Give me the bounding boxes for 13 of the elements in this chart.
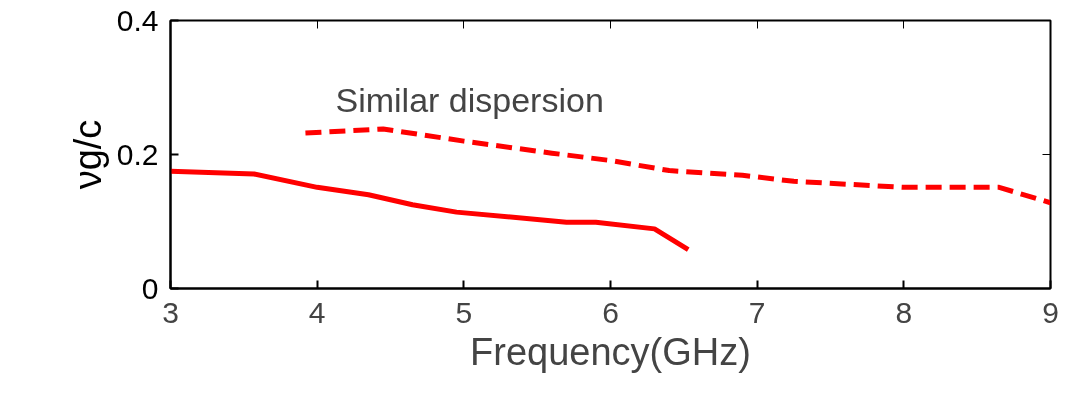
x-axis-title: Frequency(GHz) bbox=[470, 330, 751, 373]
x-tick-label: 7 bbox=[748, 295, 766, 329]
x-tick-label: 6 bbox=[602, 295, 619, 329]
annotation: Similar dispersion bbox=[335, 80, 604, 119]
y-axis-title: νg/c bbox=[66, 119, 109, 190]
y-tick-label: 0.4 bbox=[116, 3, 159, 37]
x-tick-label: 4 bbox=[308, 295, 326, 329]
x-tick-label: 5 bbox=[455, 295, 473, 329]
y-tick-label: 0 bbox=[141, 271, 159, 305]
x-tick-label: 9 bbox=[1042, 295, 1059, 329]
x-tick-label: 3 bbox=[162, 295, 179, 329]
y-tick-label: 0.2 bbox=[116, 137, 159, 171]
x-tick-label: 8 bbox=[895, 295, 913, 329]
